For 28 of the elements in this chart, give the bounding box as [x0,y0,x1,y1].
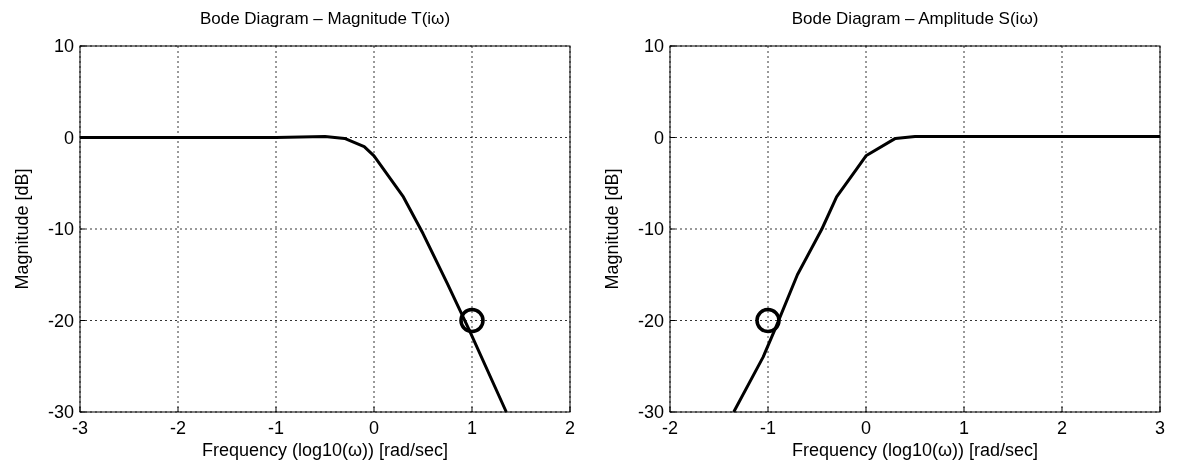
x-tick-label: 1 [466,418,478,438]
y-tick-label: 10 [643,36,664,56]
chart-title: Bode Diagram – Amplitude S(iω) [791,9,1039,28]
chart-title: Bode Diagram – Magnitude T(iω) [199,9,451,28]
y-tick-label: 0 [63,127,74,148]
x-tick-label: -2 [661,418,679,438]
x-tick-label: 2 [564,418,576,438]
x-tick-label: 0 [860,418,872,438]
y-tick-label: 10 [53,36,74,56]
x-tick-label: -1 [267,418,285,438]
y-tick-label: -30 [47,402,74,422]
x-tick-label: -3 [71,418,89,438]
y-axis-title: Magnitude [dB] [12,168,32,290]
x-tick-label: -1 [759,418,777,438]
y-axis-title: Magnitude [dB] [602,168,622,290]
x-tick-label: 0 [368,418,380,438]
x-axis-title: Frequency (log10(ω)) [rad/sec] [201,440,449,460]
y-tick-label: -10 [47,219,74,239]
y-tick-label: 0 [653,127,664,148]
y-tick-label: -20 [47,310,74,331]
x-axis-title: Frequency (log10(ω)) [rad/sec] [791,440,1039,460]
x-tick-label: -2 [169,418,187,438]
y-tick-label: -10 [637,219,664,239]
y-tick-label: -30 [637,402,664,422]
x-tick-label: 2 [1056,418,1068,438]
y-tick-label: -20 [637,310,664,331]
x-tick-label: 1 [958,418,970,438]
x-tick-label: 3 [1154,418,1166,438]
